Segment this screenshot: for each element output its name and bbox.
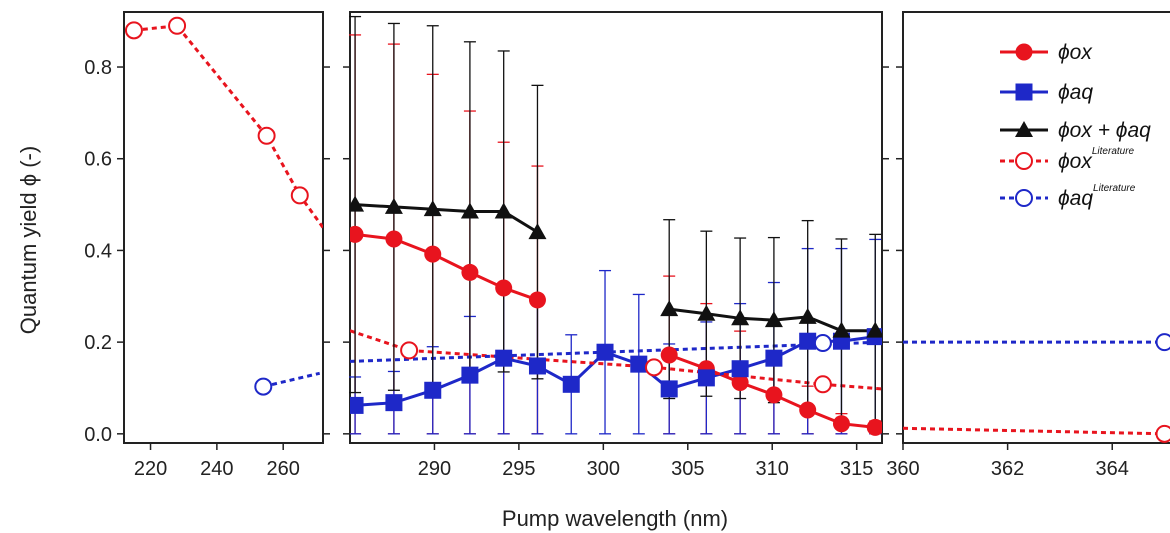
series-1-filled-circle-marker [765,386,783,404]
series-3-triangle-marker [764,311,783,328]
series-1-filled-circle-marker [495,279,513,297]
legend-label-2: ϕaq [1058,81,1093,104]
series-5-dashed-line [262,371,321,389]
series-1-filled-circle-marker [731,373,749,391]
series-3-triangle-marker [350,195,365,212]
x-tick-label: 240 [200,458,233,480]
x-tick-label: 295 [502,458,535,480]
series-4-dashed-line [133,24,323,229]
series-1-filled-circle-marker [350,225,364,243]
legend-superscript: Literature [1092,146,1135,157]
series-1-filled-circle-marker [832,415,850,433]
legend-open-circle-marker [1015,189,1033,207]
y-tick-label: 0.0 [84,424,112,446]
series-1-filled-circle-marker [866,418,882,436]
legend-triangle-marker [1015,121,1033,137]
series-1-filled-circle-marker [799,401,817,419]
legend-filled-circle-marker [1015,43,1033,61]
series-1-filled-circle-marker [424,245,442,263]
x-tick-label: 300 [587,458,620,480]
series-3-triangle-marker [423,200,442,217]
y-tick-label: 0.8 [84,57,112,79]
legend-label-1: ϕox [1058,41,1093,64]
series-2-square-marker [630,355,648,373]
series-4-open-circle-marker [124,21,143,40]
series-4-open-circle-marker [645,358,663,377]
series-3-triangle-marker [832,321,851,338]
series-4-open-circle-marker [813,375,832,394]
panel-frame-1 [123,11,324,444]
x-axis-title: Pump wavelength (nm) [502,506,728,531]
series-2-square-marker [528,357,546,375]
series-2-line [354,335,876,407]
series-2-square-marker [596,343,614,361]
x-tick-label: 305 [671,458,704,480]
series-4-open-circle-marker [168,16,187,35]
series-2-square-marker [495,349,513,367]
x-tick-label: 360 [886,458,919,480]
x-tick-label: 315 [840,458,873,480]
legend-label-4: ϕoxLiterature [1058,146,1135,173]
x-tick-label: 364 [1096,458,1129,480]
panel-frames [123,11,1170,444]
series-2-square-marker [697,369,715,387]
series-4-open-circle-marker [257,126,276,145]
series-3-triangle-marker [528,223,547,240]
series-2-square-marker [731,360,749,378]
legend-square-marker [1015,83,1033,101]
series-2-square-marker [350,396,364,414]
x-tick-label: 362 [991,458,1024,480]
panel-frame-3 [902,11,1170,444]
series-3-triangle-marker [798,307,817,324]
series-3-triangle-marker [494,202,513,219]
series-2-square-marker [562,375,580,393]
x-tick-label: 310 [756,458,789,480]
y-tick-label: 0.2 [84,332,112,354]
series-3-triangle-marker [697,304,716,321]
series-4-open-circle-marker [400,341,419,360]
series-4-dashed-line [903,426,1165,436]
x-tick-label: 260 [267,458,300,480]
legend: ϕox ϕaq ϕox + ϕaq ϕoxLiterature ϕaqLiteratur… [1000,41,1151,210]
series-3-triangle-marker [460,202,479,219]
legend-label-3: ϕox + ϕaq [1058,119,1151,142]
y-axis-title: Quantum yield ϕ (-) [16,146,41,334]
series-4-open-circle-marker [1155,424,1170,443]
series-5-open-circle-marker [813,334,832,353]
series-1-filled-circle-marker [385,230,403,248]
series-5-open-circle-marker [254,377,273,396]
series-2-square-marker [765,349,783,367]
series-3-triangle-marker [384,197,403,214]
series-2-square-marker [660,380,678,398]
series-2-square-marker [799,332,817,350]
y-tick-label: 0.6 [84,149,112,171]
legend-open-circle-marker [1015,152,1033,170]
series-1-filled-circle-marker [461,263,479,281]
series-1-filled-circle-marker [660,346,678,364]
legend-superscript: Literature [1093,183,1136,194]
series-5-open-circle-marker [1155,333,1170,352]
series-2-square-marker [385,394,403,412]
series-2-square-marker [424,381,442,399]
series-1-filled-circle-marker [528,291,546,309]
axis-ticks: 0.0 0.2 0.4 0.6 0.8 220 240 260 290 295 300 305 310 3… [84,57,1129,480]
series-4-open-circle-marker [290,186,309,205]
panel-frame-2 [349,11,883,444]
x-tick-label: 220 [134,458,167,480]
series-3-triangle-marker [866,321,882,338]
data-markers [124,16,1170,443]
y-tick-label: 0.4 [84,240,112,262]
legend-label-5: ϕaqLiterature [1058,183,1136,210]
series-3-triangle-marker [731,309,750,326]
series-3-triangle-marker [660,300,679,317]
series-2-square-marker [461,366,479,384]
series-5-dashed-line [350,340,882,363]
x-tick-label: 290 [418,458,451,480]
error-bars [349,15,882,435]
